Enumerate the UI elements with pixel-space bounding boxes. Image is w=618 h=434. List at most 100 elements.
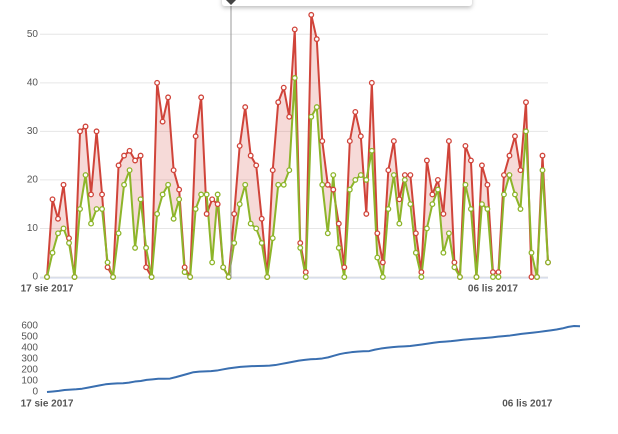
point [181,269,188,276]
point [121,181,128,188]
point [209,259,216,266]
point [308,113,315,120]
point [137,152,144,159]
point [418,274,425,280]
point [506,172,513,179]
point [528,249,535,256]
point [275,181,282,188]
point [484,181,491,188]
point [534,274,540,280]
point [137,196,144,203]
point [60,181,67,188]
point [280,181,287,188]
point [253,162,260,169]
point [170,215,177,222]
point [352,108,359,115]
point [473,274,480,280]
point [192,206,199,212]
point [407,201,414,208]
point [93,206,100,212]
point [181,264,188,271]
y-tick-label: 0 [32,272,38,283]
point [501,172,507,179]
point [154,210,161,217]
point [445,230,452,237]
point [66,240,72,246]
point [319,138,326,145]
point [99,206,106,212]
point [269,167,276,174]
point [55,215,61,222]
point [429,201,436,208]
point [374,230,381,237]
point [456,274,463,280]
point [412,249,419,256]
point [148,274,155,280]
point [60,225,67,232]
point [341,274,348,280]
point [209,196,216,203]
point [545,259,551,266]
point [165,94,172,101]
point [302,274,309,280]
point [523,128,529,135]
point [77,206,83,212]
point [231,210,238,217]
x-tick-label: 06 lis 2017 [468,284,518,295]
point [478,162,485,169]
point [357,133,364,140]
point [280,84,287,91]
point [77,128,83,135]
point [512,191,518,198]
point [396,220,403,227]
point [104,264,111,271]
point [335,220,342,227]
point [368,147,375,154]
point [346,138,353,145]
point [489,274,496,280]
point [423,225,430,232]
point [198,191,205,198]
point [451,264,458,271]
point [225,274,232,280]
point [423,157,430,164]
point [286,167,293,174]
point [330,172,337,179]
point [115,162,122,169]
point [478,201,485,208]
point [143,244,150,251]
point [495,274,502,280]
point [126,167,133,174]
point [462,181,469,188]
point [203,191,210,198]
point [434,176,441,183]
y-tick-label: 500 [21,332,38,343]
tooltip-pointer [226,0,236,5]
point [451,259,458,266]
point [390,172,397,179]
point [82,172,89,179]
point [363,176,370,183]
point [341,264,348,271]
point [489,269,496,276]
point [539,167,546,174]
point [55,230,61,237]
point [462,142,469,149]
point [352,176,359,183]
point [143,264,150,271]
point [214,201,221,208]
point [154,79,161,86]
point [330,186,337,193]
point [93,128,100,135]
point [132,157,139,164]
point [379,274,386,280]
point [313,104,320,111]
point [126,147,133,154]
point [258,240,265,246]
point [379,259,386,266]
point [203,210,210,217]
point [82,123,89,130]
x-tick-label: 06 lis 2017 [502,399,552,410]
